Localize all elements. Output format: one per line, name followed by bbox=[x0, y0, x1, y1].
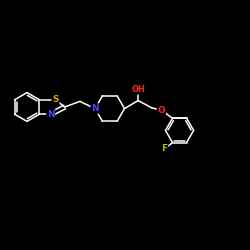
Text: N: N bbox=[91, 104, 99, 113]
Text: OH: OH bbox=[131, 85, 145, 94]
Text: S: S bbox=[52, 95, 59, 104]
Text: F: F bbox=[162, 144, 168, 154]
Text: O: O bbox=[158, 106, 165, 115]
Text: N: N bbox=[47, 110, 54, 119]
